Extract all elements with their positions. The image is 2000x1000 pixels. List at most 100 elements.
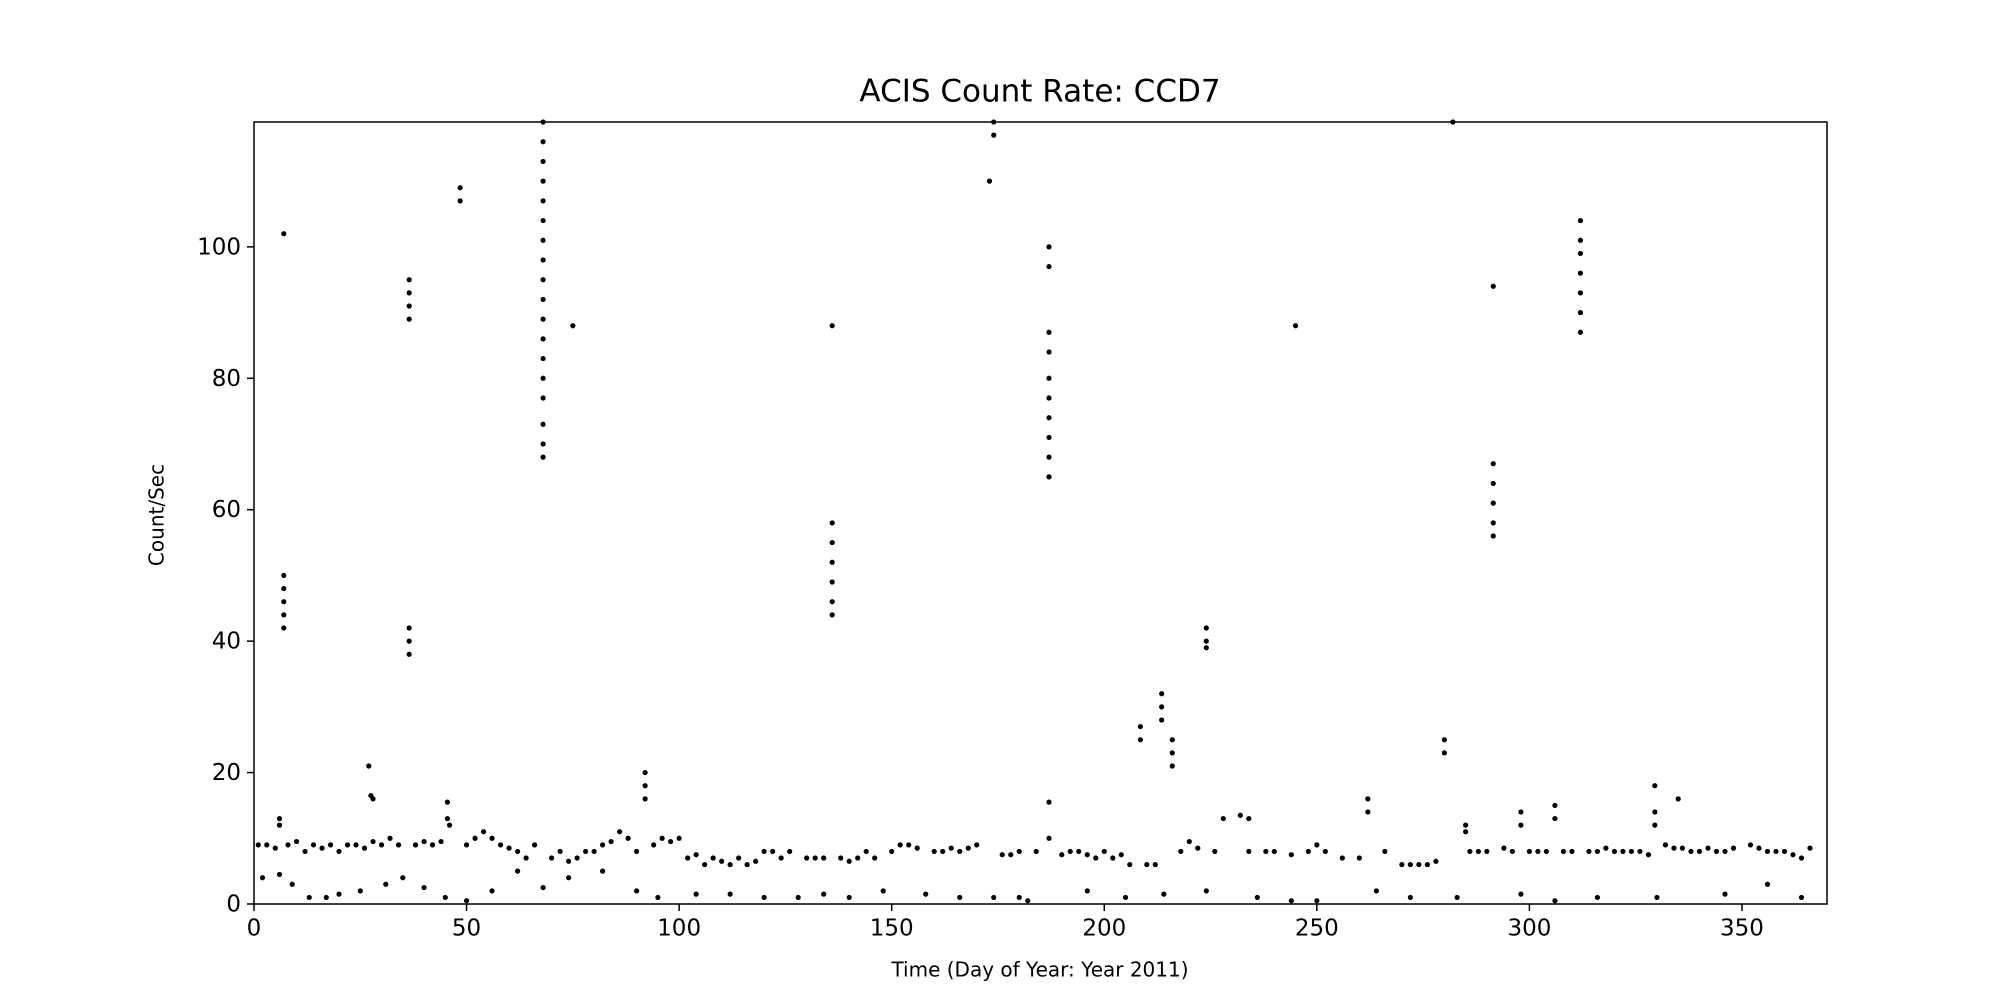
data-point	[400, 875, 406, 881]
data-point	[668, 838, 674, 845]
data-point	[387, 835, 393, 841]
data-point	[600, 868, 606, 874]
data-point	[281, 231, 287, 237]
data-point	[357, 888, 363, 894]
data-point	[540, 316, 546, 322]
data-point	[1314, 898, 1320, 904]
data-point	[336, 891, 342, 897]
data-point	[1433, 858, 1439, 864]
data-point	[276, 822, 283, 828]
data-point	[1084, 852, 1090, 858]
data-point	[1046, 415, 1052, 421]
data-point	[1407, 894, 1413, 901]
data-point	[829, 323, 835, 329]
data-point	[361, 845, 368, 851]
data-point	[1688, 848, 1694, 855]
x-tick-label: 150	[870, 916, 914, 942]
data-point	[1046, 349, 1052, 355]
data-point	[923, 891, 929, 897]
data-point	[940, 848, 946, 855]
data-point	[540, 217, 546, 224]
data-point	[829, 579, 835, 585]
data-point	[1169, 750, 1175, 756]
data-point	[1161, 891, 1167, 897]
data-point	[1577, 237, 1584, 243]
data-point	[1195, 845, 1201, 851]
data-point	[829, 520, 835, 526]
data-point	[1101, 848, 1107, 855]
data-point	[1127, 861, 1133, 868]
data-point	[383, 881, 389, 887]
data-point	[506, 845, 512, 851]
data-point	[406, 638, 412, 644]
plot-area	[255, 119, 1813, 904]
data-point	[1203, 888, 1209, 894]
data-point	[1652, 783, 1658, 789]
data-point	[1046, 454, 1052, 460]
data-point	[1713, 848, 1720, 855]
data-point	[406, 316, 412, 322]
data-point	[1016, 894, 1022, 901]
data-point	[1365, 809, 1371, 815]
data-point	[1501, 845, 1507, 851]
data-point	[676, 835, 682, 841]
data-point	[540, 375, 546, 381]
data-point	[829, 559, 835, 565]
data-point	[965, 845, 971, 851]
data-point	[1543, 848, 1550, 855]
data-point	[846, 894, 852, 901]
y-tick-label: 40	[212, 629, 241, 655]
data-point	[1084, 888, 1090, 894]
x-axis-label: Time (Day of Year: Year 2011)	[890, 958, 1188, 982]
data-point	[1552, 815, 1558, 822]
data-point	[787, 848, 793, 855]
data-point	[489, 888, 495, 894]
data-point	[1033, 848, 1039, 855]
data-point	[583, 848, 589, 855]
data-point	[1046, 474, 1052, 480]
data-point	[1654, 894, 1660, 901]
data-point	[323, 894, 329, 901]
data-point	[1441, 750, 1447, 756]
data-point	[463, 898, 470, 904]
data-point	[897, 842, 903, 848]
data-point	[863, 848, 869, 855]
data-point	[1705, 845, 1711, 851]
data-point	[457, 185, 463, 191]
data-point	[1807, 845, 1813, 851]
data-point	[1475, 848, 1481, 855]
data-point	[1722, 891, 1728, 897]
data-point	[480, 829, 487, 835]
data-point	[497, 842, 504, 848]
x-tick-label: 200	[1082, 916, 1126, 942]
data-point	[1594, 848, 1601, 855]
data-point	[829, 612, 835, 618]
data-point	[957, 894, 963, 901]
data-point	[540, 277, 546, 283]
data-point	[617, 829, 623, 835]
data-point	[1675, 796, 1681, 802]
data-point	[991, 132, 997, 138]
data-point	[1696, 848, 1703, 855]
data-point	[531, 842, 538, 848]
data-point	[1679, 845, 1686, 851]
data-point	[255, 842, 261, 848]
data-point	[1305, 848, 1311, 855]
data-point	[821, 855, 827, 861]
data-point	[812, 855, 818, 861]
data-point	[446, 822, 453, 828]
data-point	[702, 861, 708, 868]
data-point	[540, 454, 546, 460]
data-point	[540, 139, 546, 145]
data-point	[1535, 848, 1541, 855]
data-point	[570, 323, 576, 329]
data-point	[344, 842, 351, 848]
data-point	[591, 848, 597, 855]
x-tick-label: 50	[452, 916, 481, 942]
x-tick-label: 350	[1720, 916, 1764, 942]
data-point	[1152, 861, 1158, 868]
data-point	[540, 336, 546, 342]
data-point	[472, 835, 478, 841]
data-point	[540, 355, 546, 362]
